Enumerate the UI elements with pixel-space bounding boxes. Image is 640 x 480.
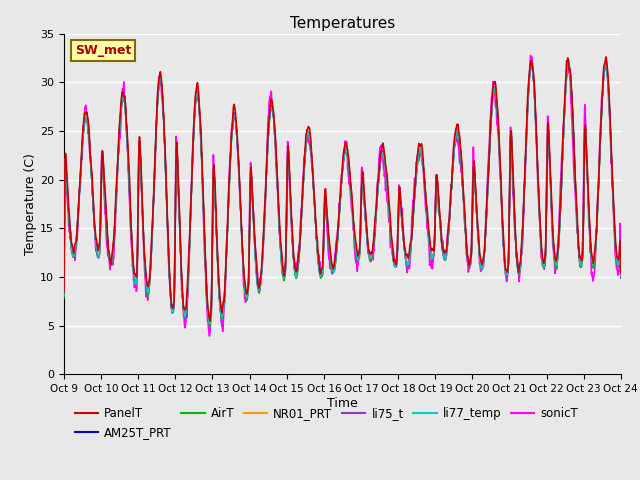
PanelT	[246, 169, 254, 175]
AirT	[565, 62, 573, 68]
Title: Temperatures: Temperatures	[290, 16, 395, 31]
Line: PanelT: PanelT	[64, 57, 621, 321]
PanelT	[206, 318, 214, 324]
Line: li77_temp: li77_temp	[64, 64, 621, 324]
li77_temp	[429, 253, 437, 259]
X-axis label: Time: Time	[327, 397, 358, 410]
sonicT	[184, 294, 191, 300]
Text: SW_met: SW_met	[75, 44, 131, 57]
PanelT	[502, 267, 509, 273]
AirT	[502, 274, 509, 279]
AM25T_PRT	[60, 292, 68, 298]
Line: AM25T_PRT: AM25T_PRT	[64, 63, 621, 323]
AM25T_PRT	[617, 275, 625, 281]
PanelT	[602, 54, 610, 60]
li75_t	[502, 270, 509, 276]
sonicT	[617, 271, 625, 276]
li77_temp	[246, 179, 254, 184]
PanelT	[551, 254, 559, 260]
PanelT	[60, 289, 68, 295]
NR01_PRT	[184, 282, 191, 288]
li77_temp	[60, 293, 68, 299]
NR01_PRT	[502, 270, 509, 276]
li75_t	[429, 255, 437, 261]
li75_t	[617, 275, 625, 281]
sonicT	[246, 160, 254, 166]
sonicT	[60, 237, 68, 242]
sonicT	[205, 333, 213, 339]
NR01_PRT	[552, 261, 559, 266]
li77_temp	[502, 271, 509, 276]
sonicT	[170, 295, 178, 300]
PanelT	[170, 291, 178, 297]
AirT	[617, 275, 625, 281]
li75_t	[60, 292, 68, 298]
li75_t	[170, 292, 178, 298]
AirT	[60, 295, 68, 301]
NR01_PRT	[205, 320, 213, 325]
AirT	[429, 255, 437, 261]
AirT	[551, 262, 559, 268]
AM25T_PRT	[170, 290, 178, 296]
AirT	[184, 286, 191, 291]
Legend: PanelT, AM25T_PRT, AirT, NR01_PRT, li75_t, li77_temp, sonicT: PanelT, AM25T_PRT, AirT, NR01_PRT, li75_…	[70, 402, 582, 444]
PanelT	[184, 273, 191, 279]
li77_temp	[205, 321, 213, 326]
NR01_PRT	[617, 274, 625, 279]
sonicT	[527, 53, 534, 59]
li75_t	[527, 60, 535, 66]
Y-axis label: Temperature (C): Temperature (C)	[24, 153, 37, 255]
NR01_PRT	[170, 289, 178, 295]
AM25T_PRT	[205, 320, 213, 326]
Line: sonicT: sonicT	[64, 56, 621, 336]
NR01_PRT	[429, 252, 437, 258]
AM25T_PRT	[551, 258, 559, 264]
AM25T_PRT	[564, 60, 572, 66]
AirT	[170, 292, 178, 298]
AM25T_PRT	[502, 270, 509, 276]
li77_temp	[170, 291, 178, 297]
NR01_PRT	[246, 179, 254, 184]
li77_temp	[527, 61, 535, 67]
Line: li75_t: li75_t	[64, 63, 621, 323]
PanelT	[617, 271, 625, 276]
li77_temp	[184, 283, 191, 289]
NR01_PRT	[60, 290, 68, 296]
PanelT	[429, 246, 437, 252]
li77_temp	[552, 260, 559, 266]
AM25T_PRT	[429, 252, 437, 258]
sonicT	[552, 268, 559, 274]
AM25T_PRT	[184, 284, 191, 289]
li75_t	[552, 261, 559, 266]
AM25T_PRT	[246, 178, 254, 183]
li75_t	[184, 284, 191, 290]
li75_t	[206, 320, 214, 326]
NR01_PRT	[527, 59, 535, 65]
sonicT	[429, 258, 437, 264]
li75_t	[246, 177, 254, 182]
Line: NR01_PRT: NR01_PRT	[64, 62, 621, 323]
sonicT	[502, 267, 509, 273]
AirT	[246, 179, 254, 185]
Line: AirT: AirT	[64, 65, 621, 327]
AirT	[205, 324, 213, 330]
li77_temp	[617, 272, 625, 278]
